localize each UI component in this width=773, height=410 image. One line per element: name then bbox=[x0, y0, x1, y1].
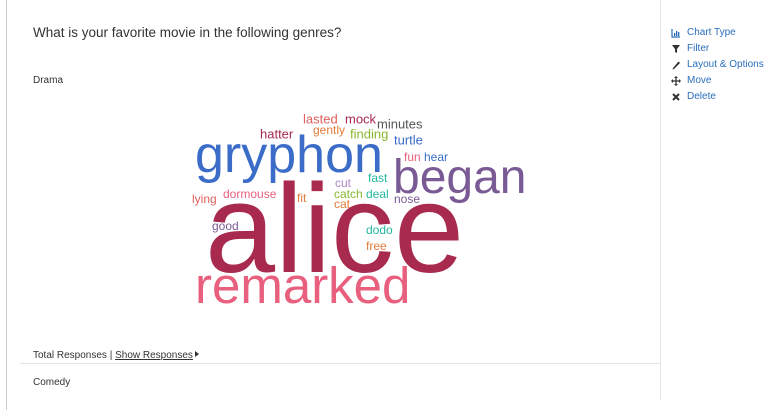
word: deal bbox=[366, 187, 389, 201]
icon bbox=[672, 92, 680, 101]
word: cut bbox=[335, 176, 352, 190]
menu-label[interactable]: Delete bbox=[687, 91, 716, 102]
word: gently bbox=[313, 123, 345, 137]
word: nose bbox=[394, 192, 420, 206]
word: fast bbox=[368, 171, 388, 185]
arrow-icon bbox=[194, 351, 199, 357]
left-border bbox=[6, 0, 7, 410]
word: free bbox=[366, 239, 387, 253]
word: lying bbox=[192, 192, 217, 206]
menu-label[interactable]: Chart Type bbox=[687, 27, 736, 38]
section-title: Drama bbox=[33, 75, 64, 86]
word: hear bbox=[424, 150, 448, 164]
word: fit bbox=[297, 191, 307, 205]
word: alice bbox=[205, 158, 464, 299]
response-footer: Total Responses | Show Responses bbox=[33, 350, 200, 361]
icon bbox=[671, 28, 680, 38]
word: fun bbox=[404, 150, 421, 164]
menu-filter[interactable]: Filter bbox=[671, 43, 709, 54]
word: remarked bbox=[195, 257, 410, 314]
word: lasted bbox=[303, 112, 338, 127]
word: finding bbox=[350, 127, 388, 142]
menu-move[interactable]: Move bbox=[671, 75, 711, 86]
total-responses: Total Responses | bbox=[33, 350, 113, 361]
word: hatter bbox=[260, 127, 294, 142]
menu-chart-type[interactable]: Chart Type bbox=[671, 27, 736, 38]
link-text[interactable]: Show Responses bbox=[115, 350, 193, 361]
icon bbox=[672, 61, 680, 69]
word: minutes bbox=[377, 117, 423, 132]
word: dodo bbox=[366, 223, 393, 237]
divider bbox=[20, 363, 660, 364]
question-title: What is your favorite movie in the follo… bbox=[33, 25, 342, 40]
menu-label[interactable]: Filter bbox=[687, 43, 710, 54]
word: cat bbox=[334, 197, 351, 211]
sidebar: Chart Type Filter Layout & Options Move … bbox=[660, 0, 773, 400]
icon bbox=[671, 75, 681, 86]
word: began bbox=[393, 151, 526, 204]
menu-layout[interactable]: Layout & Options bbox=[671, 59, 764, 70]
menu-label[interactable]: Layout & Options bbox=[687, 59, 764, 70]
word: good bbox=[212, 219, 239, 233]
word: gryphon bbox=[195, 126, 383, 184]
report-panel: What is your favorite movie in the follo… bbox=[7, 0, 660, 400]
word: turtle bbox=[394, 133, 423, 148]
menu-label[interactable]: Move bbox=[687, 75, 712, 86]
word: mock bbox=[345, 112, 377, 127]
word: dormouse bbox=[223, 187, 277, 201]
word: catch bbox=[334, 187, 363, 201]
show-responses-link[interactable]: Show Responses bbox=[115, 350, 193, 361]
icon bbox=[672, 44, 680, 53]
menu-delete[interactable]: Delete bbox=[671, 91, 716, 102]
section-title: Comedy bbox=[33, 377, 71, 388]
word-cloud: alice remarked gryphon began lasted mock… bbox=[192, 112, 526, 315]
